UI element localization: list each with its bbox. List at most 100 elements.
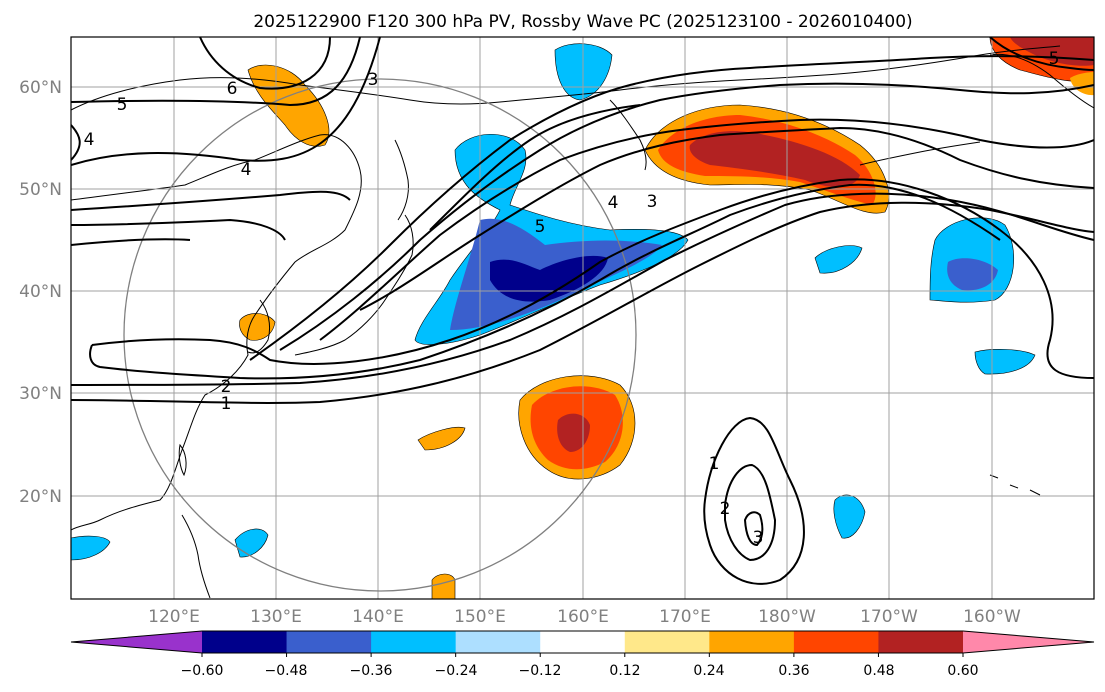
contour-label: 4	[608, 193, 619, 213]
coast-philippines	[181, 514, 211, 599]
negative-anomaly-peak	[490, 255, 608, 302]
contour-line	[71, 37, 381, 166]
negative-anomaly-small-2	[974, 349, 1036, 375]
positive-anomaly-small-2	[431, 573, 456, 599]
coast-sakhalin	[394, 139, 409, 221]
lat-label: 50°N	[19, 180, 62, 200]
contour-line	[71, 124, 81, 161]
reference-circle	[123, 78, 637, 592]
colorbar-segment	[455, 631, 541, 653]
contour-line	[359, 126, 1094, 311]
contour-line	[199, 37, 331, 90]
coast-korea	[247, 299, 271, 354]
colorbar-segment	[286, 631, 372, 653]
contour-label: 3	[368, 70, 379, 90]
map-frame	[70, 36, 1095, 600]
colorbar-tick-label: 0.60	[947, 663, 978, 679]
lon-label: 170°E	[659, 607, 711, 627]
contour-label: 2	[221, 377, 232, 397]
negative-anomaly-small-5	[71, 535, 111, 561]
positive-anomaly-center-core	[557, 413, 590, 452]
contour-label: 5	[117, 95, 128, 115]
coast-taiwan	[178, 443, 187, 477]
contour-line	[703, 416, 805, 585]
contour-label: 4	[84, 130, 95, 150]
colorbar-segment	[624, 631, 710, 653]
contour-line	[989, 37, 1094, 71]
colorbar-ticks: −0.60 −0.48 −0.36 −0.24 −0.12 0.12 0.24 …	[181, 663, 979, 679]
coast-hawaii	[989, 474, 1041, 496]
coast-aleutians	[859, 141, 981, 166]
colorbar-tick-label: 0.12	[609, 663, 640, 679]
colorbar-segment	[709, 631, 795, 653]
positive-anomaly-alaska	[1070, 72, 1094, 96]
contour-line	[429, 104, 641, 231]
lon-label: 140°E	[352, 607, 404, 627]
colorbar-tick-label: 0.24	[693, 663, 724, 679]
contour-line	[71, 218, 286, 241]
longitude-labels: 120°E 130°E 140°E 150°E 160°E 170°E 180°…	[148, 607, 1021, 627]
contour-label: 6	[227, 79, 238, 99]
colorbar-segment	[793, 631, 879, 653]
colorbar-tick-label: −0.60	[181, 663, 224, 679]
contour-line	[71, 190, 351, 211]
latitude-labels: 60°N 50°N 40°N 30°N 20°N	[19, 78, 62, 507]
colorbar-segment	[878, 631, 964, 653]
contour-label: 4	[241, 160, 252, 180]
colorbar-segment	[371, 631, 457, 653]
contour-label: 5	[1049, 49, 1060, 69]
colorbar-segment	[202, 631, 288, 653]
negative-anomaly-east-core	[947, 258, 998, 291]
lon-label: 160°W	[963, 607, 1021, 627]
lon-label: 120°E	[148, 607, 200, 627]
contour-line	[71, 201, 1094, 404]
lat-label: 60°N	[19, 78, 62, 98]
lat-label: 30°N	[19, 384, 62, 404]
lon-label: 180°W	[758, 607, 816, 627]
negative-anomaly-small-1	[814, 245, 863, 274]
lon-label: 130°E	[250, 607, 302, 627]
contour-line	[71, 192, 1094, 386]
contour-line	[89, 183, 1001, 380]
contour-label: 1	[221, 394, 232, 414]
lon-label: 160°E	[557, 607, 609, 627]
map-title: 2025122900 F120 300 hPa PV, Rossby Wave …	[253, 12, 912, 32]
contour-label: 2	[720, 499, 731, 519]
positive-anomaly-jet-core	[689, 131, 860, 187]
positive-anomaly-small-1	[417, 427, 466, 451]
colorbar-tick-label: −0.36	[350, 663, 393, 679]
contour-label: 3	[753, 528, 764, 548]
colorbar-extension-low	[71, 631, 202, 653]
contour-line	[279, 82, 1094, 351]
colorbar-segment	[540, 631, 626, 653]
contour-line	[724, 463, 777, 562]
pv-contours	[71, 37, 1094, 585]
contour-line	[743, 511, 764, 547]
colorbar-tick-label: −0.48	[265, 663, 308, 679]
coast-russia-north	[71, 45, 1061, 111]
contour-labels: 6 5 4 3 4 5 2 1 4 3 5 1 2 3	[84, 49, 1060, 548]
graticule	[71, 37, 1094, 599]
lat-label: 20°N	[19, 487, 62, 507]
lon-label: 150°E	[454, 607, 506, 627]
contour-line	[319, 118, 1094, 341]
positive-anomaly-korea	[239, 313, 276, 341]
colorbar-tick-label: −0.24	[435, 663, 478, 679]
coast-japan	[294, 214, 414, 356]
lon-label: 170°W	[860, 607, 918, 627]
colorbar-extension-high	[963, 631, 1094, 653]
lat-label: 40°N	[19, 282, 62, 302]
contour-line	[249, 54, 1094, 361]
contour-line	[71, 238, 191, 246]
colorbar-tick-label: 0.48	[863, 663, 894, 679]
colorbar-tick-label: −0.12	[519, 663, 562, 679]
colorbar	[70, 630, 1095, 657]
contour-label: 3	[647, 192, 658, 212]
contour-label: 1	[709, 454, 720, 474]
coast-kamchatka	[609, 99, 647, 171]
contour-label: 5	[535, 217, 546, 237]
colorbar-tick-label: 0.36	[778, 663, 809, 679]
coast-alaska	[989, 53, 1094, 109]
negative-anomaly-small-4	[234, 528, 269, 558]
